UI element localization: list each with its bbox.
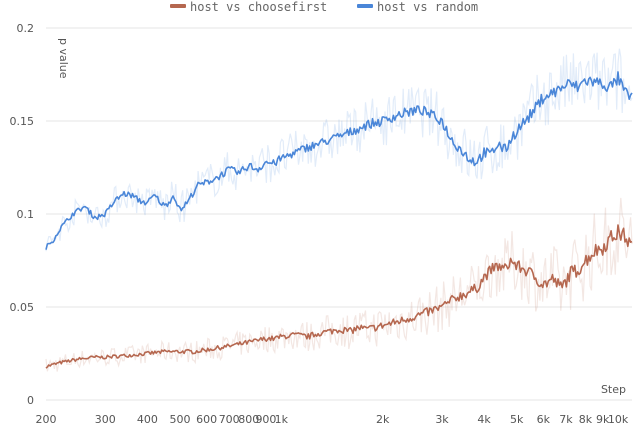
x-tick-label: 10k: [608, 413, 629, 426]
x-tick-label: 500: [169, 413, 190, 426]
x-tick-label: 300: [95, 413, 116, 426]
y-tick-label: 0.2: [17, 22, 35, 35]
x-tick-label: 8k: [579, 413, 593, 426]
series-bands: [45, 48, 633, 372]
x-tick-label: 3k: [435, 413, 449, 426]
x-tick-label: 7k: [559, 413, 573, 426]
x-tick-label: 200: [36, 413, 57, 426]
x-tick-label: 800: [238, 413, 259, 426]
y-tick-label: 0.05: [10, 301, 35, 314]
x-tick-label: 5k: [510, 413, 524, 426]
x-tick-label: 6k: [537, 413, 551, 426]
y-tick-label: 0.15: [10, 115, 35, 128]
x-tick-label: 700: [219, 413, 240, 426]
series-line[interactable]: [45, 224, 633, 369]
grid-lines: [46, 27, 632, 401]
x-tick-label: 4k: [477, 413, 491, 426]
x-tick-label: 400: [137, 413, 158, 426]
x-tick-label: 900: [255, 413, 276, 426]
legend[interactable]: host vs choosefirst host vs random: [170, 0, 478, 14]
series-noise-band: [45, 48, 633, 252]
legend-swatch-host-vs-choosefirst: [170, 4, 186, 8]
x-tick-label: 2k: [376, 413, 390, 426]
y-tick-labels: 0 0.05 0.1 0.15 0.2: [10, 22, 35, 407]
series-line[interactable]: [45, 71, 633, 250]
legend-swatch-host-vs-random: [357, 4, 373, 8]
x-axis-title: Step: [601, 383, 626, 396]
legend-label-host-vs-random[interactable]: host vs random: [377, 0, 478, 14]
y-axis-title: p value: [57, 38, 70, 79]
x-tick-label: 9k: [596, 413, 610, 426]
y-tick-label: 0.1: [17, 208, 35, 221]
legend-label-host-vs-choosefirst[interactable]: host vs choosefirst: [190, 0, 327, 14]
series-lines: [45, 71, 633, 369]
x-tick-label: 600: [196, 413, 217, 426]
x-tick-label: 1k: [275, 413, 289, 426]
series-noise-band: [45, 197, 633, 372]
y-tick-label: 0: [27, 394, 34, 407]
